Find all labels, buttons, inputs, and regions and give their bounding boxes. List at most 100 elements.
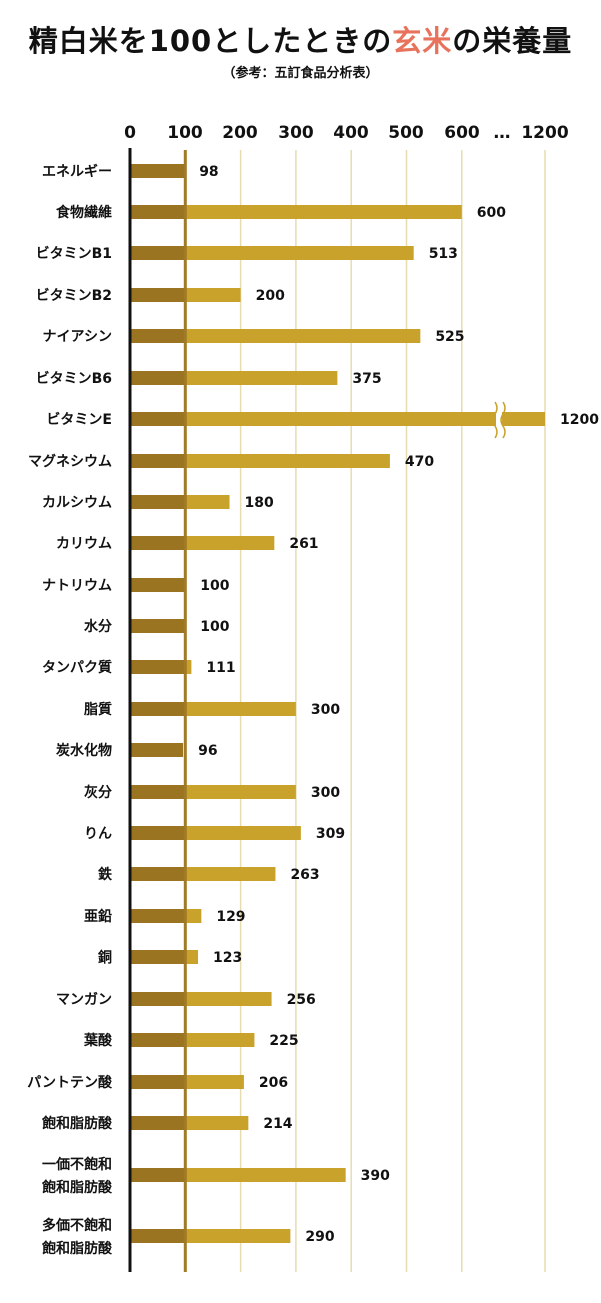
value-label: 214 xyxy=(263,1116,292,1132)
value-label: 100 xyxy=(200,619,229,635)
bar-extra xyxy=(185,288,241,302)
value-label: 261 xyxy=(289,536,318,552)
value-label: 180 xyxy=(245,495,274,511)
break-line-right xyxy=(500,401,506,439)
category-label: エネルギー xyxy=(42,163,112,180)
value-label: 300 xyxy=(311,702,340,718)
x-tick-label: 600 xyxy=(444,123,480,143)
bar-base xyxy=(130,909,186,923)
bar-base xyxy=(130,495,186,509)
bar-extra xyxy=(185,454,390,468)
bar-extra xyxy=(185,246,414,260)
value-label: 111 xyxy=(206,660,235,676)
x-tick-label: … xyxy=(494,123,511,143)
value-label: 513 xyxy=(429,246,458,262)
bar-base xyxy=(130,329,186,343)
value-label: 600 xyxy=(477,205,506,221)
break-line-left xyxy=(492,401,498,439)
bar-extra xyxy=(185,1033,255,1047)
x-tick-label: 100 xyxy=(167,123,203,143)
bar-extra xyxy=(185,1229,291,1243)
bar-extra xyxy=(185,992,272,1006)
break-gap xyxy=(496,408,502,430)
bar-base xyxy=(130,205,186,219)
bar-extra xyxy=(185,785,296,799)
bar-base xyxy=(130,1229,186,1243)
value-label: 525 xyxy=(435,329,464,345)
category-label: ナイアシン xyxy=(43,329,112,345)
bar-base xyxy=(130,992,186,1006)
bar-base xyxy=(130,1168,186,1182)
value-label: 390 xyxy=(361,1168,390,1184)
bar-extra xyxy=(185,205,462,219)
bar-extra xyxy=(185,536,275,550)
title-part-1: 精白米を100としたときの xyxy=(28,24,393,58)
bar-extra xyxy=(185,867,276,881)
bar-extra xyxy=(185,1116,249,1130)
bar-base xyxy=(130,1075,186,1089)
category-label: ナトリウム xyxy=(42,578,112,594)
value-label: 375 xyxy=(352,371,381,387)
bar-extra xyxy=(185,826,301,840)
bar-base xyxy=(130,1033,186,1047)
value-label: 263 xyxy=(290,867,319,883)
bar-base xyxy=(130,412,186,426)
category-label: ビタミンB6 xyxy=(36,371,112,387)
bar-extra xyxy=(185,1168,346,1182)
category-label: 亜鉛 xyxy=(84,908,112,925)
category-label: りん xyxy=(84,826,112,842)
chart-title: 精白米を100としたときの玄米の栄養量 xyxy=(0,18,601,60)
category-label: カリウム xyxy=(56,536,112,552)
x-tick-label: 200 xyxy=(222,123,258,143)
x-tick-label: 400 xyxy=(333,123,369,143)
value-label: 256 xyxy=(287,992,316,1008)
title-part-2: の栄養量 xyxy=(452,24,573,58)
value-label: 96 xyxy=(198,743,217,759)
bar-base xyxy=(130,371,186,385)
value-label: 206 xyxy=(259,1075,288,1091)
category-label: 銅 xyxy=(98,949,112,966)
category-label: 脂質 xyxy=(83,701,112,718)
bar-extra xyxy=(185,412,546,426)
bar-extra xyxy=(185,371,338,385)
category-label: 食物繊維 xyxy=(56,204,112,221)
value-label: 470 xyxy=(405,454,434,470)
category-label: 多価不飽和飽和脂肪酸 xyxy=(41,1217,113,1257)
category-label: タンパク質 xyxy=(42,659,112,676)
category-label: カルシウム xyxy=(42,495,112,511)
category-label: 鉄 xyxy=(98,866,113,883)
value-label: 225 xyxy=(269,1033,298,1049)
x-tick-label: 500 xyxy=(388,123,424,143)
x-tick-label: 1200 xyxy=(521,123,568,143)
bar-extra xyxy=(185,909,202,923)
bar-base xyxy=(130,702,186,716)
bar-base xyxy=(130,950,186,964)
x-tick-label: 300 xyxy=(278,123,314,143)
value-label: 1200 xyxy=(560,412,599,428)
bar-extra xyxy=(185,660,192,674)
value-label: 123 xyxy=(213,950,242,966)
category-label: 葉酸 xyxy=(83,1032,113,1049)
bar-base xyxy=(130,536,186,550)
value-label: 300 xyxy=(311,785,340,801)
bar-base xyxy=(130,619,186,633)
x-tick-label: 0 xyxy=(124,123,136,143)
bar-extra xyxy=(185,495,230,509)
category-label: 水分 xyxy=(84,618,112,635)
category-label: ビタミンE xyxy=(46,412,112,428)
category-label: 飽和脂肪酸 xyxy=(41,1115,113,1132)
value-label: 98 xyxy=(199,164,218,180)
bar-extra xyxy=(185,1075,244,1089)
category-label: 灰分 xyxy=(84,784,112,801)
axis-break-mark xyxy=(492,401,506,439)
category-label: 炭水化物 xyxy=(56,742,112,759)
bar-base xyxy=(130,164,185,178)
category-label: マグネシウム xyxy=(28,453,112,470)
category-label: ビタミンB1 xyxy=(36,246,112,262)
bar-base xyxy=(130,826,186,840)
category-label: パントテン酸 xyxy=(27,1074,113,1091)
value-label: 200 xyxy=(256,288,285,304)
bar-base xyxy=(130,1116,186,1130)
bar-base xyxy=(130,246,186,260)
